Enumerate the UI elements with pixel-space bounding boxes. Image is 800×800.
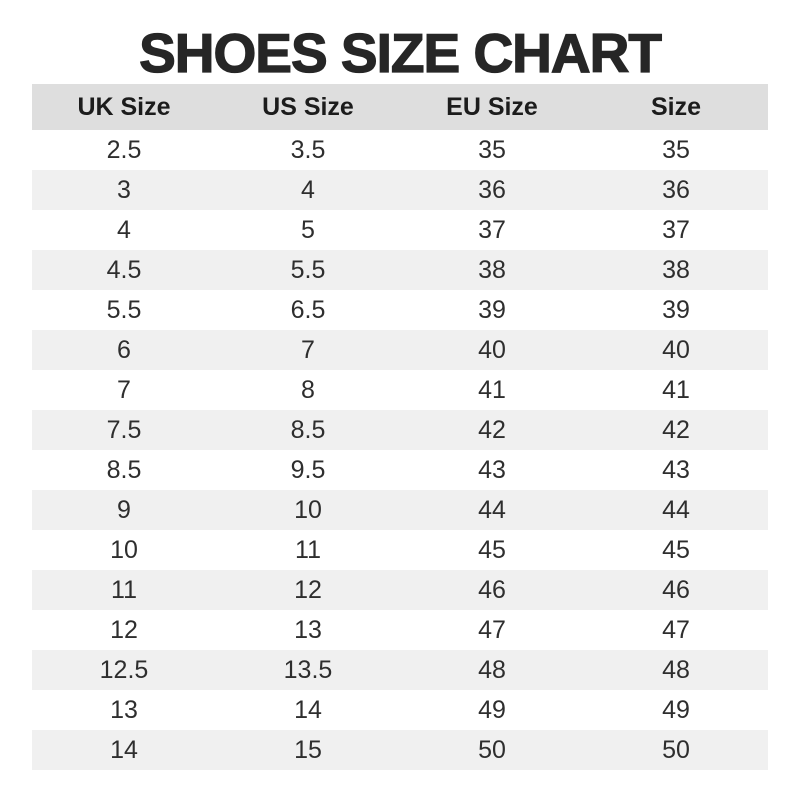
table-cell: 3	[117, 175, 131, 204]
table-cell: 35	[662, 135, 690, 164]
table-cell: 39	[478, 295, 506, 324]
page-title: SHOES SIZE CHART	[138, 21, 662, 84]
table-cell: 15	[294, 735, 322, 764]
table-cell: 44	[478, 495, 506, 524]
table-cell: 6	[117, 335, 131, 364]
table-cell: 45	[478, 535, 506, 564]
table-cell: 4	[301, 175, 315, 204]
table-row: 4 5 37 37	[32, 210, 768, 250]
column-header-size: Size	[584, 84, 768, 130]
table-cell: 39	[662, 295, 690, 324]
table-row: 11 12 46 46	[32, 570, 768, 610]
table-cell: 41	[662, 375, 690, 404]
table-cell: 13	[294, 615, 322, 644]
table-cell: 8.5	[290, 415, 326, 444]
table-cell: 14	[110, 735, 138, 764]
table-cell: 8	[301, 375, 315, 404]
table-cell: 5.5	[106, 295, 142, 324]
table-cell: 7.5	[106, 415, 142, 444]
table-cell: 6.5	[290, 295, 326, 324]
table-row: 12.5 13.5 48 48	[32, 650, 768, 690]
table-cell: 42	[662, 415, 690, 444]
table-cell: 11	[295, 535, 321, 564]
table-row: 8.5 9.5 43 43	[32, 450, 768, 490]
table-row: 2.5 3.5 35 35	[32, 130, 768, 170]
table-cell: 44	[662, 495, 690, 524]
table-row: 7.5 8.5 42 42	[32, 410, 768, 450]
table-cell: 43	[478, 455, 506, 484]
table-header-row: UK Size US Size EU Size Size	[32, 84, 768, 130]
table-cell: 35	[478, 135, 506, 164]
table-cell: 49	[662, 695, 690, 724]
column-header-us-size: US Size	[216, 84, 400, 130]
table-cell: 45	[662, 535, 690, 564]
table-cell: 47	[478, 615, 506, 644]
table-cell: 5.5	[290, 255, 326, 284]
table-cell: 8.5	[106, 455, 142, 484]
table-cell: 47	[662, 615, 690, 644]
table-cell: 12.5	[99, 655, 149, 684]
table-cell: 42	[478, 415, 506, 444]
table-cell: 9	[117, 495, 131, 524]
table-cell: 36	[662, 175, 690, 204]
size-table: UK Size US Size EU Size Size 2.5 3.5 35 35 3 4 36…	[32, 84, 768, 770]
table-cell: 48	[478, 655, 506, 684]
table-row: 9 10 44 44	[32, 490, 768, 530]
table-cell: 14	[294, 695, 322, 724]
column-header-eu-size: EU Size	[400, 84, 584, 130]
table-cell: 48	[662, 655, 690, 684]
table-cell: 9.5	[290, 455, 326, 484]
table-cell: 7	[117, 375, 131, 404]
table-cell: 10	[294, 495, 322, 524]
table-cell: 40	[662, 335, 690, 364]
table-cell: 50	[662, 735, 690, 764]
table-row: 5.5 6.5 39 39	[32, 290, 768, 330]
table-cell: 40	[478, 335, 506, 364]
table-row: 10 11 45 45	[32, 530, 768, 570]
table-cell: 46	[478, 575, 506, 604]
table-cell: 10	[110, 535, 138, 564]
size-table-header: UK Size US Size EU Size Size	[32, 84, 768, 130]
column-header-uk-size: UK Size	[32, 84, 216, 130]
table-cell: 38	[662, 255, 690, 284]
table-cell: 12	[110, 615, 138, 644]
table-cell: 4.5	[106, 255, 142, 284]
table-cell: 36	[478, 175, 506, 204]
table-cell: 13.5	[283, 655, 333, 684]
table-cell: 13	[110, 695, 138, 724]
table-cell: 50	[478, 735, 506, 764]
table-cell: 4	[117, 215, 131, 244]
table-cell: 49	[478, 695, 506, 724]
table-cell: 43	[662, 455, 690, 484]
table-cell: 11	[111, 575, 137, 604]
table-row: 4.5 5.5 38 38	[32, 250, 768, 290]
table-cell: 12	[294, 575, 322, 604]
table-cell: 46	[662, 575, 690, 604]
table-row: 3 4 36 36	[32, 170, 768, 210]
size-table-body: 2.5 3.5 35 35 3 4 36 36 4 5 37 37 4.5 5.5 38 38 5.5 6.5 39…	[32, 130, 768, 770]
table-row: 14 15 50 50	[32, 730, 768, 770]
table-cell: 7	[301, 335, 315, 364]
table-row: 13 14 49 49	[32, 690, 768, 730]
table-cell: 5	[301, 215, 315, 244]
table-row: 6 7 40 40	[32, 330, 768, 370]
table-cell: 38	[478, 255, 506, 284]
table-cell: 41	[478, 375, 506, 404]
table-cell: 37	[662, 215, 690, 244]
table-row: 7 8 41 41	[32, 370, 768, 410]
table-cell: 37	[478, 215, 506, 244]
table-cell: 3.5	[290, 135, 326, 164]
table-row: 12 13 47 47	[32, 610, 768, 650]
table-cell: 2.5	[106, 135, 142, 164]
